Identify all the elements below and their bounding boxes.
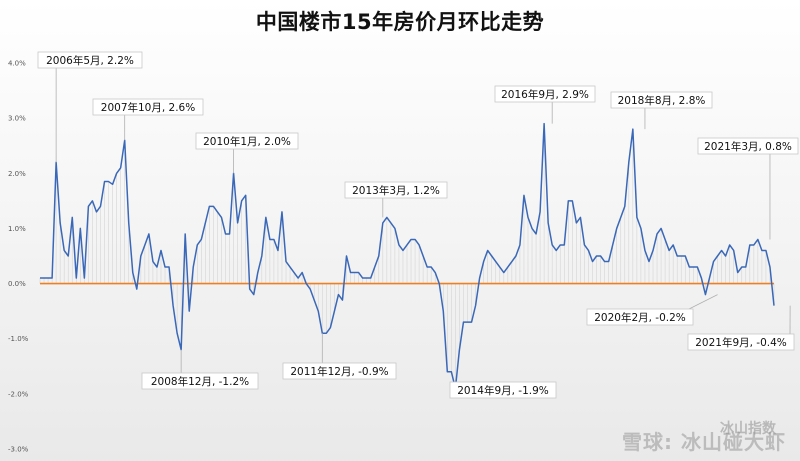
callout-label: 2010年1月, 2.0% (203, 135, 291, 148)
callout-leaders (55, 68, 791, 390)
callout-label: 2014年9月, -1.9% (457, 384, 549, 397)
chart-title: 中国楼市15年房价月环比走势 (255, 10, 545, 34)
callout-box (195, 132, 299, 150)
callout-box (494, 85, 596, 103)
callout-box (141, 372, 259, 390)
y-tick-label: -1.0% (8, 335, 29, 343)
callout-label: 2021年3月, 0.8% (704, 140, 792, 153)
series-line (40, 122, 775, 390)
callout-box (92, 98, 204, 116)
callout-labels: 2006年5月, 2.2% 2007年10月, 2.6% 2008年12月, -1.… (37, 51, 799, 399)
y-tick-label: -2.0% (8, 390, 29, 398)
watermark-secondary: 冰山指数 (720, 421, 776, 437)
watermark: 雪球: 冰山碰大虾 (622, 430, 786, 454)
y-axis-ticks: 4.0% 3.0% 2.0% 1.0% 0.0% -1.0% -2.0% -3.0% (8, 60, 29, 454)
y-tick-label: 0.0% (8, 280, 26, 288)
y-tick-label: -3.0% (8, 446, 29, 454)
callout-label: 2006年5月, 2.2% (46, 54, 134, 67)
callout-box (344, 181, 448, 199)
callout-label: 2016年9月, 2.9% (501, 88, 589, 101)
callout-box (449, 381, 557, 399)
callout-box (37, 51, 143, 69)
drop-lines (39, 123, 775, 389)
y-tick-label: 2.0% (8, 170, 26, 178)
y-tick-label: 3.0% (8, 115, 26, 123)
callout-box (687, 333, 795, 351)
callout-box (282, 362, 397, 380)
y-tick-label: 4.0% (8, 60, 26, 68)
callout-leader (688, 294, 718, 310)
callout-label: 2021年9月, -0.4% (695, 336, 787, 349)
callout-label: 2018年8月, 2.8% (618, 94, 706, 107)
callout-label: 2013年3月, 1.2% (352, 184, 440, 197)
callout-box (586, 308, 694, 326)
callout-label: 2020年2月, -0.2% (594, 311, 686, 324)
callout-box (697, 137, 799, 155)
callout-label: 2011年12月, -0.9% (290, 365, 388, 378)
callout-label: 2008年12月, -1.2% (151, 375, 249, 388)
callout-box (610, 91, 713, 109)
y-tick-label: 1.0% (8, 225, 26, 233)
callout-label: 2007年10月, 2.6% (101, 101, 195, 114)
